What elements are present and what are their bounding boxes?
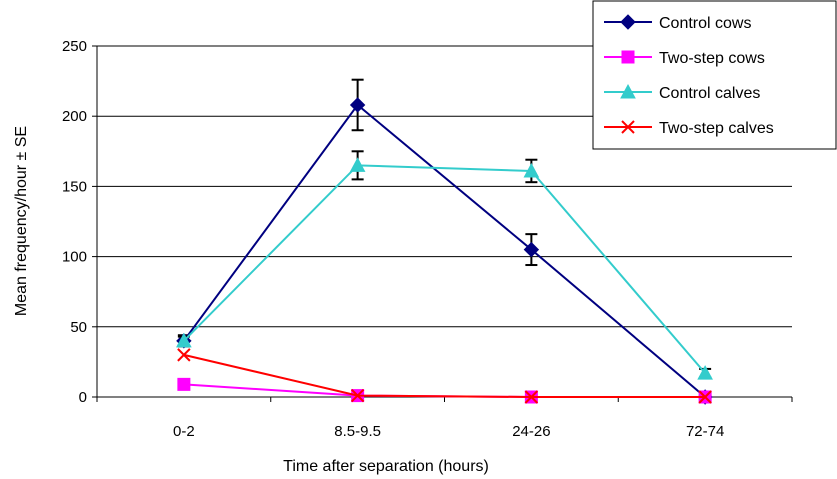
legend-item-control-calves: Control calves: [604, 83, 760, 102]
data-point: [349, 97, 366, 113]
y-tick-label: 0: [79, 389, 87, 406]
legend-marker: [621, 120, 635, 134]
data-point: [698, 390, 712, 404]
legend-item-two-step-calves: Two-step calves: [604, 120, 774, 137]
series-line: [183, 164, 706, 374]
data-point: [176, 332, 192, 348]
data-point: [523, 162, 540, 178]
series-line: [183, 103, 706, 398]
y-tick-label: 200: [62, 108, 87, 125]
x-marker-stroke: [524, 390, 539, 404]
y-tick-label: 250: [62, 38, 87, 55]
legend-marker: [621, 50, 635, 64]
series-line: [183, 383, 706, 398]
y-tick-labels: 0 50 100 150 200 250: [62, 38, 87, 406]
x-tick-label: 8.5-9.5: [334, 423, 381, 440]
series-two-step-calves: [177, 348, 712, 404]
data-point: [177, 348, 191, 362]
data-point: [350, 388, 365, 403]
legend-item-two-step-cows: Two-step cows: [604, 50, 765, 67]
y-tick-label: 100: [62, 249, 87, 266]
data-point: [349, 157, 366, 172]
legend: Control cows Two-step cows Control calves T…: [592, 0, 837, 150]
y-axis-title: Mean frequency/hour ± SE: [13, 126, 30, 316]
x-marker-stroke: [621, 120, 635, 134]
legend-box: [592, 0, 837, 150]
legend-marker: [620, 14, 636, 30]
legend-label: Control cows: [659, 15, 751, 32]
legend-label: Two-step calves: [659, 120, 774, 137]
y-tick-label: 150: [62, 178, 87, 195]
x-tick-label: 0-2: [173, 423, 195, 440]
series-line: [183, 353, 706, 398]
y-tick-label: 50: [70, 319, 87, 336]
x-axis-title: Time after separation (hours): [283, 458, 489, 475]
data-point: [177, 377, 191, 391]
x-tick-label: 72-74: [686, 423, 724, 440]
legend-marker: [620, 83, 636, 99]
legend-label: Control calves: [659, 85, 760, 102]
data-point: [523, 241, 540, 258]
legend-item-control-cows: Control cows: [604, 14, 751, 32]
x-marker-stroke: [698, 390, 712, 404]
x-marker-stroke: [177, 348, 191, 362]
x-marker-stroke: [350, 388, 365, 403]
series-control-calves: [176, 150, 713, 380]
x-tick-label: 24-26: [512, 423, 550, 440]
x-tick-labels: 0-2 8.5-9.5 24-26 72-74: [173, 423, 724, 440]
series-layer: [176, 78, 713, 405]
data-point: [697, 365, 713, 380]
data-point: [524, 390, 539, 404]
legend-label: Two-step cows: [659, 50, 765, 67]
